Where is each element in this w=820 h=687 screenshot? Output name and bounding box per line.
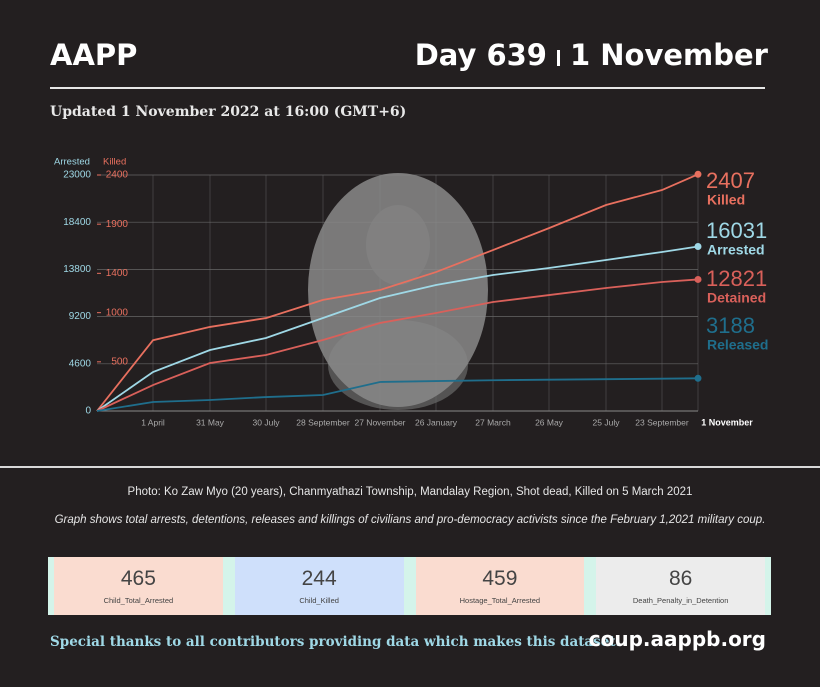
end-name: Killed	[707, 192, 745, 208]
x-tick-label: 25 July	[593, 417, 621, 427]
x-tick-label: 27 November	[354, 417, 405, 427]
end-dot	[694, 374, 702, 382]
stat: 465 Child_Total_Arrested	[54, 557, 223, 615]
thanks: Special thanks to all contributors provi…	[50, 634, 621, 650]
stat-label: Death_Penalty_in_Detention	[632, 596, 729, 605]
stat-value: 86	[668, 567, 693, 590]
x-tick-label: 27 March	[475, 417, 511, 427]
y-axis-title: Arrested	[54, 157, 90, 168]
stat: 459 Hostage_Total_Arrested	[415, 557, 585, 615]
y2-tick-label: 1000	[106, 307, 129, 318]
end-name: Released	[707, 337, 768, 353]
chart: Arrested Killed 0 4600 9200 13800 18400 23000 50…	[54, 157, 768, 428]
day-line: Day 639 1 November	[415, 38, 768, 72]
y-tick-label: 4600	[69, 358, 92, 369]
y-tick-label: 9200	[69, 311, 92, 322]
y-tick-label: 0	[85, 406, 91, 417]
x-tick-label: 31 May	[196, 417, 225, 427]
stat-label: Child_Total_Arrested	[103, 596, 174, 605]
series-line	[96, 278, 699, 412]
rule	[0, 466, 820, 468]
end-name: Arrested	[707, 242, 765, 258]
end-dot	[694, 243, 702, 251]
y-tick-label: 23000	[63, 170, 91, 181]
y2-tick-label: 1900	[106, 219, 129, 230]
y2-tick-label: 2400	[106, 170, 129, 181]
photo	[308, 173, 488, 407]
stat-value: 459	[482, 567, 518, 590]
stat: 86 Death_Penalty_in_Detention	[596, 557, 765, 615]
stat: 244 Child_Killed	[234, 557, 404, 615]
graph-caption: Graph shows total arrests, detentions, r…	[54, 514, 766, 526]
end-dot	[694, 170, 702, 178]
x-tick-label: 23 September	[635, 417, 689, 427]
site: coup.aappb.org	[588, 627, 766, 651]
brand: AAPP	[50, 38, 138, 72]
y2-tick-label: 500	[111, 356, 128, 367]
stat-label: Child_Killed	[299, 596, 339, 605]
x-tick-label: 1 November	[701, 417, 753, 427]
x-tick-label: 1 April	[141, 417, 165, 427]
day: Day 639	[414, 38, 547, 72]
end-value: 2407	[706, 168, 755, 193]
series-line	[96, 245, 699, 412]
x-tick-label: 30 July	[253, 417, 281, 427]
stats: 465 Child_Total_Arrested 244 Child_Killed 45…	[48, 557, 771, 615]
end-value: 12821	[706, 266, 767, 291]
series-line	[96, 377, 699, 412]
rule	[50, 87, 765, 89]
stat-value: 244	[301, 567, 337, 590]
end-value: 16031	[706, 218, 767, 243]
y-tick-label: 18400	[63, 217, 91, 228]
x-tick-label: 26 January	[415, 417, 458, 427]
stat-value: 465	[120, 567, 156, 590]
separator	[557, 50, 560, 66]
series-line	[96, 173, 699, 412]
photo-caption: Photo: Ko Zaw Myo (20 years), Chanmyatha…	[127, 486, 693, 498]
date: 1 November	[570, 38, 768, 72]
end-value: 3188	[706, 313, 755, 338]
end-dot	[694, 275, 702, 283]
y-tick-label: 13800	[63, 264, 91, 275]
x-tick-label: 28 September	[296, 417, 350, 427]
y2-axis-title: Killed	[103, 157, 126, 168]
x-tick-label: 26 May	[535, 417, 564, 427]
y2-tick-label: 1400	[106, 268, 129, 279]
updated: Updated 1 November 2022 at 16:00 (GMT+6)	[50, 104, 407, 120]
stat-label: Hostage_Total_Arrested	[459, 596, 541, 605]
end-name: Detained	[707, 290, 766, 306]
